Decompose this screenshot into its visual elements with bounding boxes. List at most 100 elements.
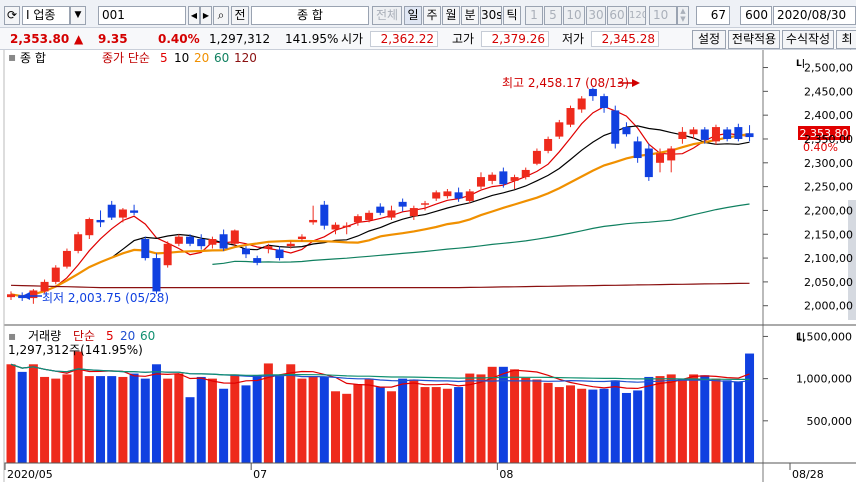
candle-body xyxy=(667,148,676,161)
interval-10[interactable]: 10 xyxy=(563,6,585,25)
interval-input[interactable]: 10 xyxy=(649,6,677,25)
code-input[interactable]: 001 xyxy=(98,6,186,25)
candle-body xyxy=(745,133,754,138)
all-button[interactable]: 전체 xyxy=(372,6,402,25)
period-month[interactable]: 월 xyxy=(442,6,460,25)
refresh-icon[interactable]: ⟳ xyxy=(4,6,20,25)
candle-body xyxy=(656,153,665,163)
candle-body xyxy=(454,192,463,199)
vol-legend-ma20: 20 xyxy=(120,329,135,343)
volume-bar xyxy=(431,387,441,463)
period-day[interactable]: 일 xyxy=(404,6,422,25)
price-tick-label: 2,450,00 xyxy=(804,85,853,98)
volume-bar xyxy=(364,378,374,463)
volume-bar xyxy=(196,376,206,463)
volume-axis-log-icon[interactable]: L| xyxy=(796,333,805,343)
legend-indicator: 종가 단순 xyxy=(102,51,150,65)
candle-body xyxy=(264,246,273,249)
volume-bar xyxy=(722,380,732,463)
volume-bar xyxy=(28,364,38,463)
spin-icon[interactable]: ▲ ▼ xyxy=(677,6,689,25)
volume-ratio: 141.95% xyxy=(285,32,339,46)
volume-bar xyxy=(263,363,273,463)
ma120-line xyxy=(10,282,750,289)
candle-body xyxy=(510,177,519,181)
volume-bar xyxy=(73,351,83,463)
optimize-button[interactable]: 최적 xyxy=(836,30,856,63)
candle-body xyxy=(432,192,441,199)
interval-60[interactable]: 60 xyxy=(607,6,627,25)
volume-bar xyxy=(700,375,710,463)
interval-120[interactable]: 120 xyxy=(628,6,646,25)
volume-bar xyxy=(353,384,363,463)
volume-bar xyxy=(655,376,665,463)
x-tick-label: 08 xyxy=(499,468,513,481)
legend-ma60: 60 xyxy=(214,51,229,65)
candle-body xyxy=(96,219,105,223)
high-annotation: 최고 2,458.17 (08/13) xyxy=(502,76,629,90)
candle-body xyxy=(253,258,262,263)
volume-bar xyxy=(577,388,587,463)
volume-bar xyxy=(666,374,676,463)
candle-body xyxy=(588,88,597,97)
legend-ma120: 120 xyxy=(234,51,257,65)
candle-body xyxy=(555,122,564,137)
candle-body xyxy=(600,96,609,109)
volume-bar xyxy=(375,387,385,463)
volume-bar xyxy=(319,376,329,463)
price-volume-chart[interactable]: ▪ 종 합 종가 단순 5 10 20 60 120 최고 2,458.17 (… xyxy=(0,50,856,482)
count-total[interactable]: 600 xyxy=(740,6,772,25)
period-week[interactable]: 주 xyxy=(423,6,441,25)
search-icon[interactable]: ⌕ xyxy=(213,6,229,25)
period-tick[interactable]: 틱 xyxy=(503,6,521,25)
candle-body xyxy=(331,224,340,230)
volume-bar xyxy=(521,377,531,463)
period-minute[interactable]: 분 xyxy=(461,6,479,25)
chevron-down-icon[interactable]: ▼ xyxy=(70,6,86,25)
ma5-line xyxy=(10,105,750,297)
last-pct-label: 0.40% xyxy=(803,141,838,154)
candle-body xyxy=(62,250,71,267)
name-field: 종 합 xyxy=(251,6,369,25)
price-axis-log-icon[interactable]: L| xyxy=(796,59,805,69)
candle-body xyxy=(633,141,642,159)
volume-bar xyxy=(219,388,229,463)
volume-bar xyxy=(297,378,307,463)
period-30s[interactable]: 30s xyxy=(480,6,502,25)
formula-button[interactable]: 수식작성 xyxy=(782,30,834,49)
settings-button[interactable]: 설정 xyxy=(692,30,726,49)
volume-tick-label: 1,000,000 xyxy=(796,373,852,386)
legend-bullet-icon: ▪ xyxy=(8,50,16,64)
volume-bar xyxy=(711,378,721,463)
candle-body xyxy=(230,230,239,244)
volume-bar xyxy=(17,371,27,463)
change-value: 9.35 xyxy=(98,32,128,46)
next-arrow-icon[interactable]: ▶ xyxy=(200,6,212,25)
legend-ma10: 10 xyxy=(174,51,189,65)
high-value: 2,379.26 xyxy=(481,31,549,47)
candle-body xyxy=(577,98,586,110)
search-label-button[interactable]: 전 xyxy=(231,6,249,25)
price-tick-label: 2,350,00 xyxy=(804,133,853,146)
candle-body xyxy=(723,129,732,139)
prev-arrow-icon[interactable]: ◀ xyxy=(188,6,200,25)
volume-bar xyxy=(465,373,475,463)
scrollbar[interactable] xyxy=(848,200,856,320)
volume-bar xyxy=(476,374,486,463)
market-select[interactable]: I 업종 xyxy=(22,6,70,25)
quote-bar: 2,353.80 ▲ 9.35 0.40% 1,297,312 141.95% … xyxy=(0,28,856,63)
price-tick-label: 2,000,00 xyxy=(804,300,853,313)
strategy-button[interactable]: 전략적용 xyxy=(728,30,780,49)
volume-bar xyxy=(84,376,94,463)
date-field[interactable]: 2020/08/30 xyxy=(773,6,856,25)
candle-body xyxy=(18,295,27,299)
count-input[interactable]: 67 xyxy=(696,6,730,25)
interval-30[interactable]: 30 xyxy=(586,6,606,25)
volume-bar xyxy=(442,388,452,463)
interval-1[interactable]: 1 xyxy=(525,6,543,25)
candle-body xyxy=(85,219,94,236)
chart-area[interactable]: ▪ 종 합 종가 단순 5 10 20 60 120 최고 2,458.17 (… xyxy=(0,50,856,482)
volume-bar xyxy=(588,389,598,463)
volume-bar xyxy=(532,379,542,463)
interval-5[interactable]: 5 xyxy=(544,6,562,25)
